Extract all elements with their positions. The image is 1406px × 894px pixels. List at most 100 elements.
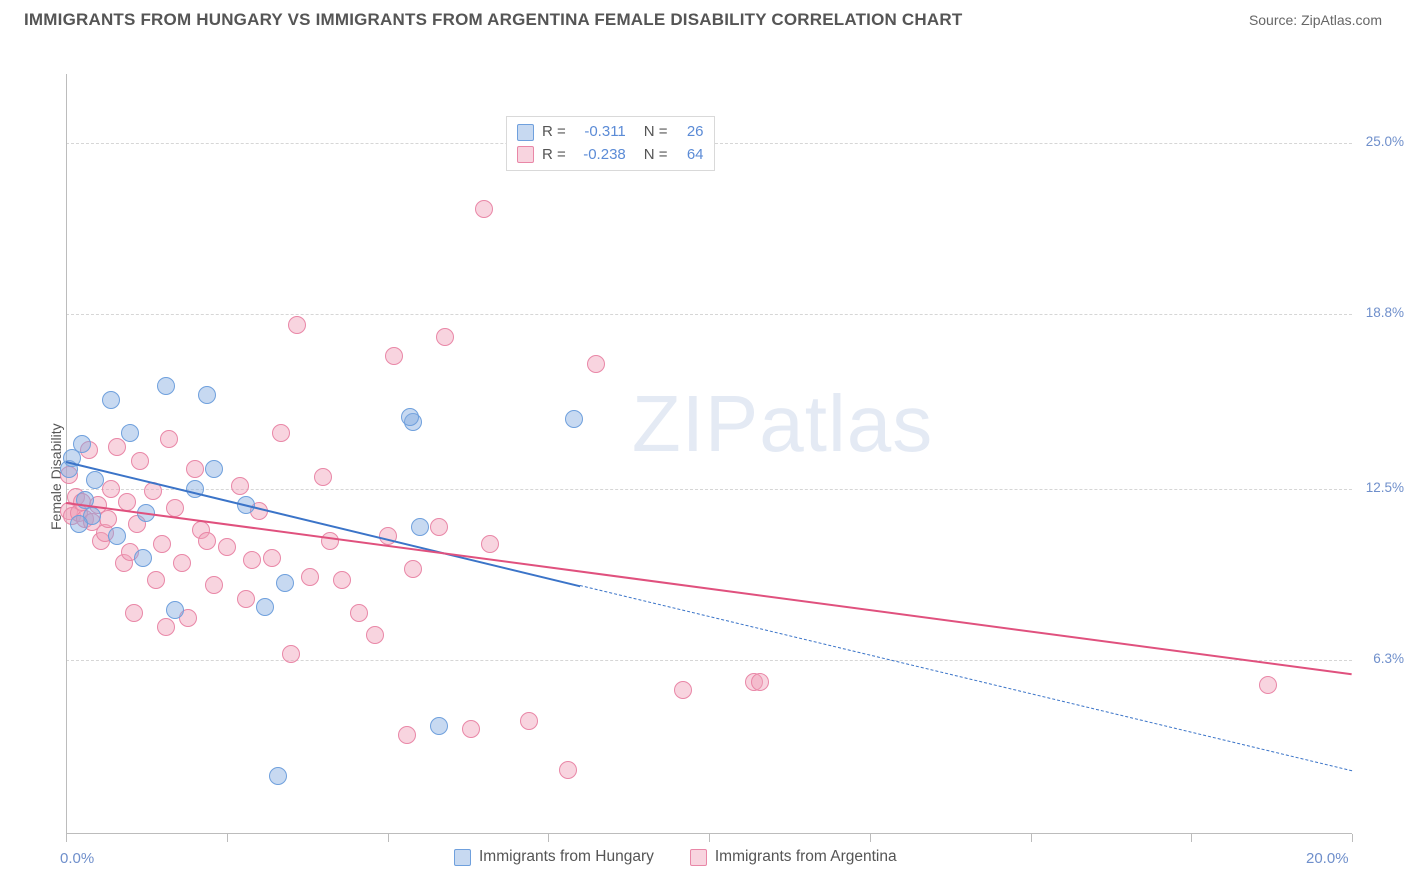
scatter-point bbox=[276, 574, 294, 592]
scatter-point bbox=[237, 590, 255, 608]
scatter-point bbox=[411, 518, 429, 536]
scatter-point bbox=[436, 328, 454, 346]
scatter-point bbox=[565, 410, 583, 428]
scatter-point bbox=[256, 598, 274, 616]
scatter-point bbox=[108, 527, 126, 545]
scatter-point bbox=[404, 560, 422, 578]
legend-swatch bbox=[517, 124, 534, 141]
x-tick bbox=[66, 834, 67, 842]
scatter-point bbox=[751, 673, 769, 691]
gridline bbox=[66, 314, 1352, 315]
source-link[interactable]: ZipAtlas.com bbox=[1301, 12, 1382, 28]
scatter-point bbox=[70, 515, 88, 533]
scatter-point bbox=[301, 568, 319, 586]
plot-area: 6.3%12.5%18.8%25.0%0.0%20.0%Female Disab… bbox=[66, 74, 1352, 834]
scatter-point bbox=[288, 316, 306, 334]
gridline bbox=[66, 660, 1352, 661]
series-legend: Immigrants from Hungary Immigrants from A… bbox=[454, 848, 897, 866]
scatter-point bbox=[269, 767, 287, 785]
scatter-point bbox=[157, 377, 175, 395]
scatter-point bbox=[1259, 676, 1277, 694]
series-name: Immigrants from Argentina bbox=[715, 848, 897, 866]
series-legend-item: Immigrants from Argentina bbox=[690, 848, 897, 866]
scatter-point bbox=[314, 468, 332, 486]
x-axis-label: 20.0% bbox=[1306, 850, 1349, 867]
scatter-point bbox=[166, 499, 184, 517]
stat-label: R = bbox=[542, 121, 566, 144]
x-tick bbox=[388, 834, 389, 842]
scatter-point bbox=[205, 460, 223, 478]
trend-line-extrapolated bbox=[580, 585, 1352, 771]
scatter-point bbox=[86, 471, 104, 489]
scatter-point bbox=[430, 717, 448, 735]
chart-source: Source: ZipAtlas.com bbox=[1249, 12, 1382, 28]
scatter-point bbox=[333, 571, 351, 589]
scatter-point bbox=[198, 386, 216, 404]
scatter-point bbox=[125, 604, 143, 622]
scatter-point bbox=[350, 604, 368, 622]
x-axis-label: 0.0% bbox=[60, 850, 94, 867]
scatter-point bbox=[272, 424, 290, 442]
scatter-point bbox=[99, 510, 117, 528]
scatter-point bbox=[243, 551, 261, 569]
scatter-point bbox=[559, 761, 577, 779]
source-prefix: Source: bbox=[1249, 12, 1301, 28]
scatter-point bbox=[131, 452, 149, 470]
scatter-point bbox=[231, 477, 249, 495]
stat-n-value: 26 bbox=[676, 121, 704, 144]
y-axis-label: 6.3% bbox=[1373, 651, 1404, 666]
scatter-point bbox=[263, 549, 281, 567]
scatter-point bbox=[121, 424, 139, 442]
scatter-point bbox=[481, 535, 499, 553]
stat-r-value: -0.311 bbox=[574, 121, 626, 144]
correlation-chart: 6.3%12.5%18.8%25.0%0.0%20.0%Female Disab… bbox=[24, 34, 1382, 894]
x-tick bbox=[1191, 834, 1192, 842]
x-tick bbox=[709, 834, 710, 842]
y-axis-label: 25.0% bbox=[1366, 134, 1404, 149]
scatter-point bbox=[147, 571, 165, 589]
legend-swatch bbox=[454, 849, 471, 866]
scatter-point bbox=[321, 532, 339, 550]
series-name: Immigrants from Hungary bbox=[479, 848, 654, 866]
x-tick bbox=[1031, 834, 1032, 842]
scatter-point bbox=[166, 601, 184, 619]
x-tick bbox=[548, 834, 549, 842]
x-tick bbox=[227, 834, 228, 842]
watermark: ZIPatlas bbox=[632, 378, 933, 470]
x-tick bbox=[1352, 834, 1353, 842]
scatter-point bbox=[398, 726, 416, 744]
scatter-point bbox=[475, 200, 493, 218]
stat-label: R = bbox=[542, 144, 566, 167]
scatter-point bbox=[134, 549, 152, 567]
scatter-point bbox=[587, 355, 605, 373]
legend-swatch bbox=[690, 849, 707, 866]
scatter-point bbox=[401, 408, 419, 426]
y-axis-label: 12.5% bbox=[1366, 480, 1404, 495]
scatter-point bbox=[430, 518, 448, 536]
scatter-point bbox=[282, 645, 300, 663]
stat-label: N = bbox=[644, 121, 668, 144]
scatter-point bbox=[102, 391, 120, 409]
scatter-point bbox=[73, 435, 91, 453]
chart-header: IMMIGRANTS FROM HUNGARY VS IMMIGRANTS FR… bbox=[0, 0, 1406, 34]
scatter-point bbox=[186, 460, 204, 478]
gridline bbox=[66, 489, 1352, 490]
scatter-point bbox=[520, 712, 538, 730]
scatter-point bbox=[160, 430, 178, 448]
scatter-point bbox=[462, 720, 480, 738]
stat-label: N = bbox=[644, 144, 668, 167]
stat-n-value: 64 bbox=[676, 144, 704, 167]
scatter-point bbox=[198, 532, 216, 550]
scatter-point bbox=[102, 480, 120, 498]
y-axis-label: 18.8% bbox=[1366, 305, 1404, 320]
scatter-point bbox=[173, 554, 191, 572]
stat-r-value: -0.238 bbox=[574, 144, 626, 167]
scatter-point bbox=[205, 576, 223, 594]
scatter-point bbox=[108, 438, 126, 456]
scatter-point bbox=[157, 618, 175, 636]
stats-legend-row: R = -0.238 N = 64 bbox=[517, 144, 704, 167]
scatter-point bbox=[218, 538, 236, 556]
trend-line bbox=[66, 502, 1352, 675]
scatter-point bbox=[153, 535, 171, 553]
chart-title: IMMIGRANTS FROM HUNGARY VS IMMIGRANTS FR… bbox=[24, 10, 962, 30]
